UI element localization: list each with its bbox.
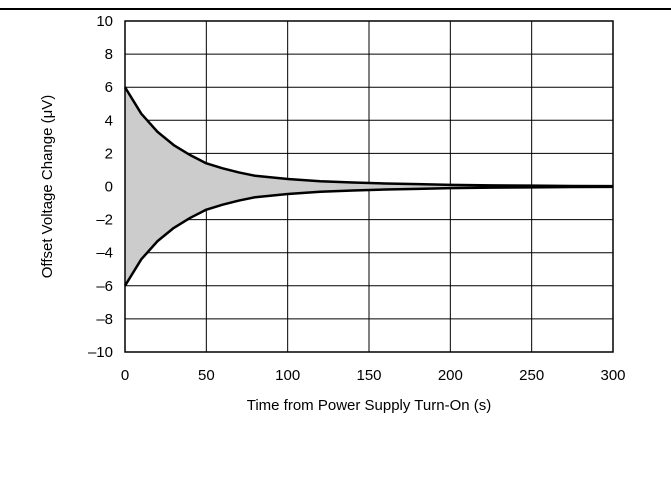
envelope-fill [125,87,613,286]
x-tick-label: 100 [275,367,300,384]
y-tick-labels: 10 8 6 4 2 0 –2 –4 –6 –8 –10 [88,13,113,361]
x-tick-label: 150 [356,367,381,384]
y-tick-label: –6 [96,278,113,295]
series-lines [123,86,614,287]
y-tick-label: 0 [105,179,113,196]
x-tick-label: 300 [600,367,625,384]
x-axis-title: Time from Power Supply Turn-On (s) [247,397,492,414]
y-tick-label: –4 [96,245,113,262]
x-tick-label: 0 [121,367,129,384]
y-tick-label: 4 [105,112,113,129]
upper-curve-line [123,86,614,188]
x-tick-labels: 0 50 100 150 200 250 300 [121,367,626,384]
y-tick-label: –8 [96,311,113,328]
x-tick-label: 250 [519,367,544,384]
lower-curve-line [123,185,614,287]
y-tick-label: 10 [96,13,113,30]
y-tick-label: –10 [88,344,113,361]
y-axis-title: Offset Voltage Change (μV) [39,95,56,278]
y-tick-label: 2 [105,145,113,162]
envelope-area [125,87,613,286]
x-tick-label: 50 [198,367,215,384]
x-tick-label: 200 [438,367,463,384]
y-tick-label: –2 [96,212,113,229]
y-tick-label: 8 [105,46,113,63]
y-tick-label: 6 [105,79,113,96]
plot-frame [124,20,614,353]
header-rule [0,8,671,10]
